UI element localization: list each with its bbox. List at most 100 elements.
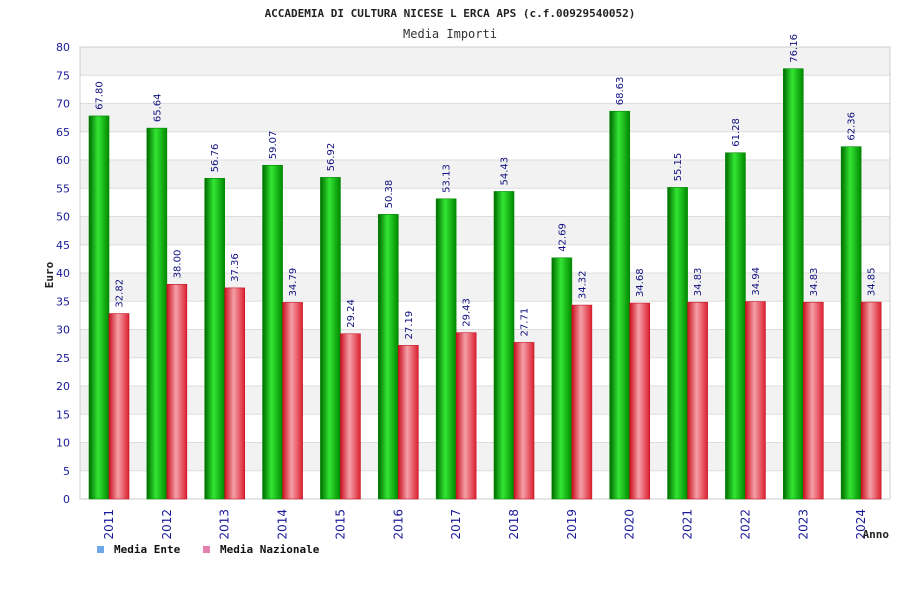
value-label: 55.15 [673, 153, 684, 182]
value-label: 34.85 [867, 267, 878, 296]
x-tick-label: 2019 [565, 509, 579, 540]
y-tick-label: 60 [56, 154, 70, 167]
plot-background [79, 46, 891, 500]
value-labels: 67.80 32.82 65.64 38.00 56.76 37.36 59.07 34.79… [95, 34, 878, 339]
bar-media-ente [204, 178, 226, 500]
value-label: 38.00 [172, 250, 183, 279]
x-axis-ticks: 2011 2012 2013 2014 2015 2016 2017 2018 2019 2020… [102, 509, 868, 540]
x-tick-label: 2020 [623, 509, 637, 540]
value-label: 37.36 [230, 253, 241, 282]
bar-media-ente [667, 187, 688, 500]
x-tick-label: 2016 [391, 509, 405, 540]
x-tick-label: 2023 [796, 509, 810, 540]
x-tick-label: 2013 [218, 509, 232, 540]
value-label: 67.80 [95, 81, 106, 110]
y-tick-label: 55 [56, 182, 70, 195]
bar-media-nazionale [166, 283, 188, 500]
value-label: 65.64 [152, 93, 163, 122]
bar-media-ente [609, 110, 631, 500]
bar-media-ente [146, 127, 168, 500]
bar-media-ente [840, 146, 862, 500]
bar-media-nazionale [224, 287, 246, 500]
bar-media-nazionale [687, 301, 708, 500]
value-label: 76.16 [789, 34, 800, 63]
y-tick-label: 15 [56, 408, 70, 421]
bar-media-nazionale [282, 302, 303, 500]
x-tick-label: 2015 [333, 509, 347, 540]
bar-media-nazionale [629, 302, 651, 500]
bar-media-ente [320, 177, 341, 500]
x-tick-label: 2017 [449, 509, 463, 540]
value-label: 27.19 [404, 311, 415, 340]
y-tick-label: 35 [56, 295, 70, 308]
legend-swatch-media-nazionale [203, 546, 210, 553]
y-tick-label: 25 [56, 352, 70, 365]
bar-media-ente [725, 152, 746, 500]
legend-label-media-ente: Media Ente [114, 543, 181, 556]
value-label: 34.32 [577, 270, 588, 299]
value-label: 56.92 [326, 143, 337, 172]
x-axis-label: Anno [863, 528, 890, 541]
y-axis-label: Euro [43, 261, 56, 288]
bars [88, 68, 882, 500]
y-tick-label: 0 [63, 493, 70, 506]
value-label: 34.83 [693, 268, 704, 297]
value-label: 34.68 [635, 268, 646, 297]
value-label: 34.94 [751, 267, 762, 296]
x-tick-label: 2024 [854, 509, 868, 540]
x-tick-label: 2012 [160, 509, 174, 540]
bar-media-ente [493, 191, 515, 500]
value-label: 32.82 [115, 279, 126, 308]
chart-subtitle: Media Importi [403, 27, 497, 41]
bar-media-nazionale [802, 301, 824, 500]
legend-label-media-nazionale: Media Nazionale [220, 543, 320, 556]
y-tick-label: 10 [56, 437, 70, 450]
value-label: 29.24 [346, 299, 357, 328]
y-tick-label: 65 [56, 126, 70, 139]
value-label: 53.13 [442, 164, 453, 193]
y-tick-label: 5 [63, 465, 70, 478]
bar-media-nazionale [340, 333, 361, 500]
y-tick-label: 80 [56, 41, 70, 54]
value-label: 34.83 [809, 268, 820, 297]
bar-media-ente [262, 164, 283, 500]
value-label: 54.43 [500, 157, 511, 186]
bar-media-nazionale [571, 304, 593, 500]
x-tick-label: 2018 [507, 509, 521, 540]
value-label: 59.07 [268, 131, 279, 160]
bar-media-nazionale [860, 301, 882, 500]
bar-media-ente [377, 214, 399, 500]
legend: Media Ente Media Nazionale [97, 543, 320, 556]
y-tick-label: 20 [56, 380, 70, 393]
bar-media-ente [551, 257, 573, 500]
value-label: 68.63 [615, 77, 626, 106]
legend-swatch-media-ente [97, 546, 104, 553]
bar-media-nazionale [397, 345, 419, 500]
x-tick-label: 2011 [102, 509, 116, 540]
value-label: 34.79 [288, 268, 299, 297]
y-axis-ticks: 0 5 10 15 20 25 30 35 40 45 50 55 60 65 70 75 80 [56, 41, 70, 506]
y-tick-label: 75 [56, 69, 70, 82]
bar-media-ente [782, 68, 804, 500]
bar-media-nazionale [455, 332, 477, 500]
bar-media-nazionale [745, 301, 766, 500]
y-tick-label: 45 [56, 239, 70, 252]
chart-title: ACCADEMIA DI CULTURA NICESE L ERCA APS (… [265, 7, 636, 20]
value-label: 29.43 [462, 298, 473, 327]
bar-media-ente [88, 115, 110, 500]
x-tick-label: 2014 [276, 509, 290, 540]
y-tick-label: 50 [56, 211, 70, 224]
y-tick-label: 70 [56, 98, 70, 111]
value-label: 42.69 [557, 223, 568, 252]
value-label: 56.76 [210, 144, 221, 173]
bar-media-ente [435, 198, 457, 500]
value-label: 27.71 [520, 308, 531, 337]
x-tick-label: 2021 [681, 509, 695, 540]
x-tick-label: 2022 [738, 509, 752, 540]
bar-media-nazionale [513, 342, 535, 500]
y-tick-label: 30 [56, 324, 70, 337]
value-label: 50.38 [384, 180, 395, 209]
bar-media-nazionale [108, 313, 130, 500]
value-label: 61.28 [731, 118, 742, 147]
